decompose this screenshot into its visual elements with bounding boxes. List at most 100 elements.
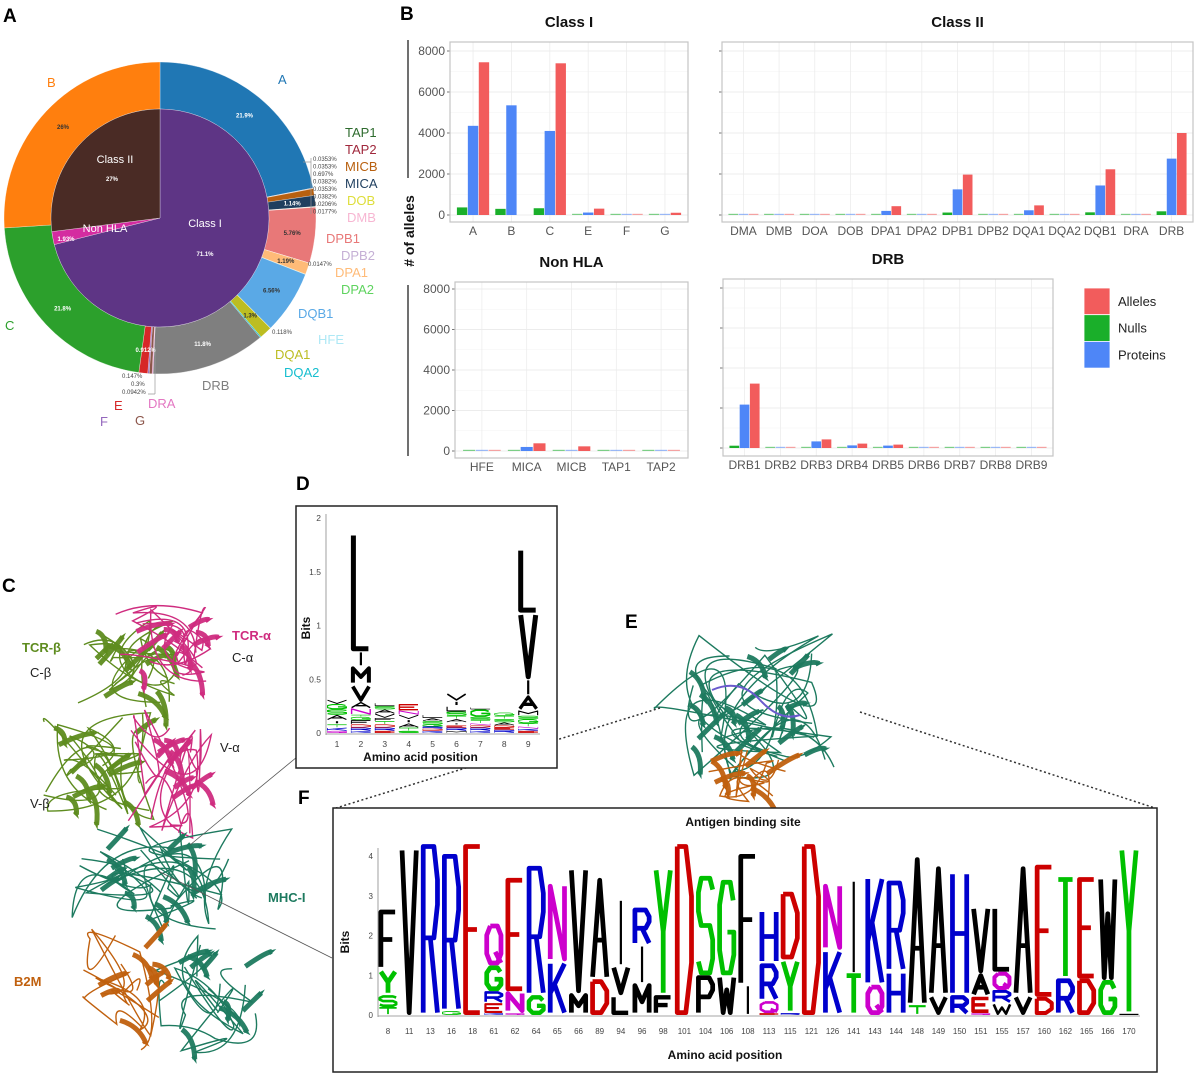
legend-key-alleles [1083,287,1111,316]
bar-alleles-drb5 [893,444,904,448]
antigen-binding-site-logo: 0 1 2 3 4 8 11 13 16 18 61 62 64 65 66 89 94 96 98 101 104 10… [332,807,1158,1073]
logo-letter-l [422,715,443,718]
logo-letter-m [350,666,371,683]
logo-letter-e [494,727,514,730]
logo-letter-y [653,870,673,993]
x-axis-title: Amino acid position [363,750,478,764]
x-tick-label: C [545,224,554,238]
logo-letter-f [653,995,671,1013]
logo-letter-r [886,880,906,970]
logo-letter-v [971,908,991,974]
logo-letter-s [326,709,348,715]
logo-letter-k [470,730,491,733]
logo-letter-t [399,727,419,731]
outer-category-label: TAP2 [345,142,377,157]
x-tick-label: TAP1 [602,460,631,474]
y-axis-title: Bits [299,616,313,639]
x-tick-label: DQB1 [1084,224,1117,238]
logo-letter-p [696,975,716,1013]
plot-border [449,41,689,223]
logo-letter-n [823,883,843,950]
outer-percent: 1.14% [284,201,302,207]
y-tick-label: 4000 [423,363,450,377]
logo-letter-e [446,725,467,728]
legend-label: Nulls [1118,321,1147,336]
x-tick-label: 162 [1059,1027,1073,1036]
logo-letter-r [350,727,371,731]
logo-stack [801,844,821,1016]
y-tick-label: 1 [316,621,321,631]
x-tick-label: DPA2 [907,224,938,238]
logo-stack [374,703,395,733]
logo-stack [1077,877,1097,1016]
logo-letter-f [1119,1013,1139,1015]
bar-alleles-dqa1 [1034,205,1044,215]
logo-letter-v [929,996,948,1015]
logo-stack [971,908,991,1015]
x-tick-label: 18 [468,1027,477,1036]
logo-letter-g [717,879,737,976]
logo-letter-l [992,908,1010,972]
bar-proteins-doa [809,213,820,215]
bar-alleles-micb [578,446,591,451]
y-tick-label: 6000 [418,85,445,99]
outer-category-label: DRB [202,378,229,393]
x-tick-label: DOA [802,224,828,238]
structure-label-v-beta: V-β [30,796,50,811]
x-tick-label: 16 [447,1027,456,1036]
logo-stack [907,857,927,1014]
inner-percent: 1.93% [57,237,75,243]
y-axis-title: Bits [338,930,352,953]
y-tick-label: 8000 [423,282,450,296]
x-tick-label: 155 [995,1027,1009,1036]
logo-letter-g [526,995,546,1015]
logo-letter-f [378,909,396,967]
logo-letter-e [1034,864,1052,997]
logo-stack [928,866,948,1015]
structure-label-c-beta: C-β [30,665,51,680]
bar-alleles-c [555,63,566,215]
outer-percent: 11.8% [194,342,211,348]
bar-proteins-dqa1 [1024,210,1034,215]
zoom-dashed-line [859,711,1156,809]
bar-proteins-a [467,125,479,215]
logo-stack [463,844,480,1016]
bar-proteins-dqb1 [1095,185,1106,215]
x-tick-label: A [469,224,477,238]
logo-letter-k [865,878,885,983]
bar-nulls-drb [1156,211,1167,215]
bar-nulls-dqa2 [1049,213,1060,215]
x-tick-label: 3 [382,739,387,749]
logo-stack [547,883,567,1014]
bar-alleles-dmb [784,213,795,215]
logo-letter-a [446,719,467,723]
leader-annotation: 0.0353% [313,165,337,171]
logo-letter-t [375,721,395,725]
leader-annotation: 0.0353% [313,157,337,163]
b2m-domain [82,920,175,1051]
logo-letter-r [950,995,970,1015]
x-tick-label: 115 [784,1027,797,1036]
logo-stack [420,844,440,1013]
logo-letter-q [505,1013,525,1015]
y-tick-label: 0.5 [309,674,321,684]
bar-proteins-dma [738,213,749,215]
logo-letter-r [780,1013,800,1015]
x-tick-label: DPA1 [871,224,902,238]
outer-percent: 0.912% [136,348,157,354]
bar-nulls-drb9 [1016,446,1027,448]
logo-stack [399,850,419,1016]
bar-nulls-dra [1120,213,1131,215]
outer-category-label: B [47,75,56,90]
y-tick-label: 2 [316,513,321,523]
logo-letter-t [846,973,861,1013]
logo-stack [518,550,539,733]
logo-letter-t [494,715,514,719]
facet-non-hla: 0 2000 4000 6000 8000 HFE MICA MICB TAP1 TAP2 Non … [423,254,689,474]
outer-percent: 21.9% [236,113,254,119]
facet-drb: DRB1 DRB2 DRB3 DRB4 DRB5 DRB6 DRB7 DRB8 DRB9 DRB [720,251,1054,472]
x-tick-label: 89 [595,1027,604,1036]
logo-stack [738,854,756,1014]
bar-alleles-drb7 [965,446,975,448]
